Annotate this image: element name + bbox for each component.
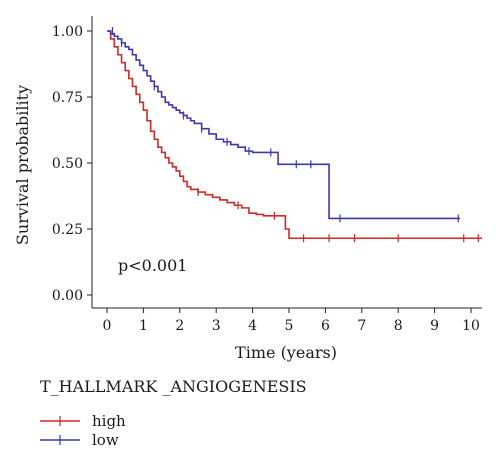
x-axis: 0 1 2 3 4 5 6 7 8 9 10 bbox=[92, 307, 482, 334]
survival-curves bbox=[107, 27, 482, 243]
x-tick-label: 8 bbox=[394, 318, 403, 334]
p-value-annotation: p<0.001 bbox=[118, 256, 187, 275]
x-tick-label: 0 bbox=[103, 318, 112, 334]
x-tick-label: 9 bbox=[430, 318, 439, 334]
x-axis-label: Time (years) bbox=[235, 343, 337, 362]
x-tick-label: 10 bbox=[462, 318, 480, 334]
legend-title: T_HALLMARK _ANGIOGENESIS bbox=[40, 377, 307, 396]
x-tick-label: 3 bbox=[212, 318, 221, 334]
y-tick-label: 0.75 bbox=[52, 90, 83, 106]
y-tick-label: 0.50 bbox=[52, 156, 83, 172]
x-tick-label: 4 bbox=[248, 318, 257, 334]
x-tick-label: 6 bbox=[321, 318, 330, 334]
y-tick-label: 1.00 bbox=[52, 24, 83, 40]
y-tick-label: 0.00 bbox=[52, 288, 83, 304]
legend-label-high: high bbox=[92, 412, 126, 430]
y-axis: 0.00 0.25 0.50 0.75 1.00 bbox=[52, 16, 93, 308]
x-tick-label: 1 bbox=[139, 318, 148, 334]
survival-line-low bbox=[107, 30, 461, 220]
y-axis-label: Survival probability bbox=[13, 85, 32, 245]
legend-label-low: low bbox=[92, 431, 119, 449]
y-tick-label: 0.25 bbox=[52, 222, 83, 238]
x-tick-label: 5 bbox=[285, 318, 294, 334]
survival-line-high bbox=[107, 30, 482, 240]
x-tick-label: 7 bbox=[357, 318, 366, 334]
x-tick-label: 2 bbox=[175, 318, 184, 334]
